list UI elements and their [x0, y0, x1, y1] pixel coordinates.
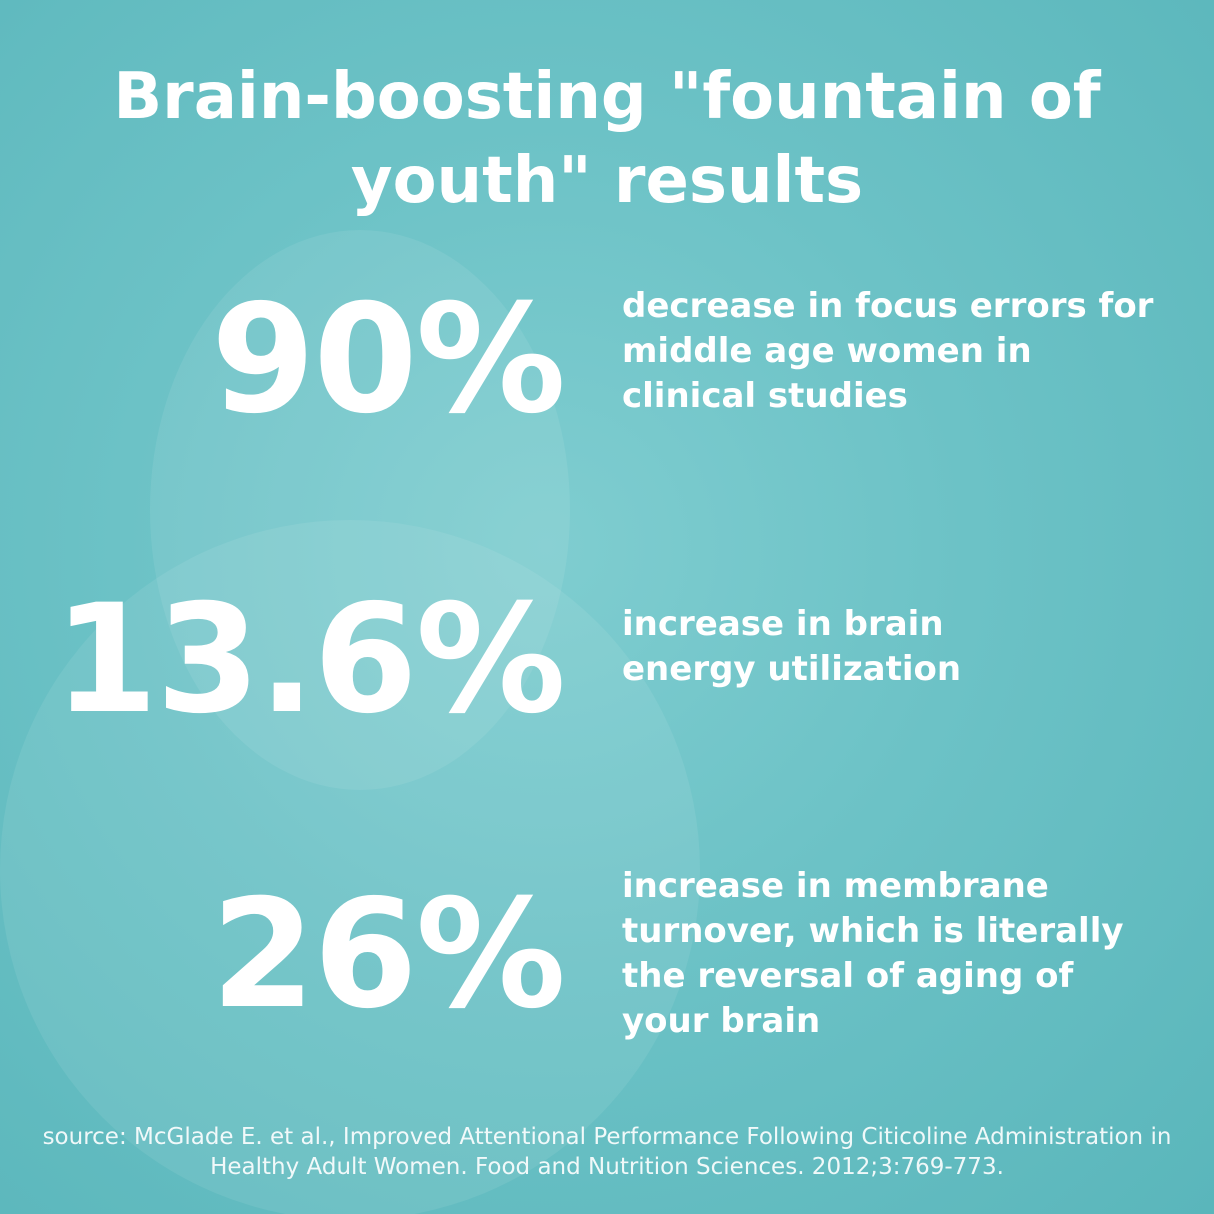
- stat-value: 13.6%: [53, 573, 566, 747]
- title: Brain-boosting "fountain of youth" resul…: [113, 60, 1101, 218]
- stat-value: 90%: [210, 273, 566, 447]
- stat-value: 26%: [210, 868, 566, 1042]
- source-note: source: McGlade E. et al., Improved Atte…: [42, 1124, 1172, 1180]
- stat-description: increase in brain energy utilization: [622, 604, 962, 689]
- stat-description: increase in membrane turnover, which is …: [622, 866, 1124, 1041]
- background-figure: [0, 520, 700, 1214]
- background-figure: [150, 230, 570, 790]
- stat-description: decrease in focus errors for middle age …: [622, 286, 1154, 416]
